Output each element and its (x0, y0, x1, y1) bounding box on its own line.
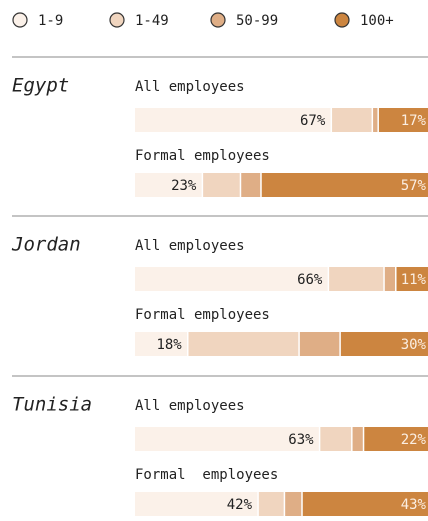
bar-segment (395, 267, 428, 291)
bar-segment (299, 332, 341, 356)
bar-segment (319, 427, 352, 451)
value-label: 22% (401, 432, 427, 448)
bar-segment (135, 427, 320, 451)
value-label: 43% (401, 497, 427, 513)
bar-segment (384, 267, 396, 291)
bar-segment (258, 492, 285, 516)
row-label: All employees (135, 79, 245, 95)
bar-segment (302, 492, 428, 516)
bar-segment (351, 427, 364, 451)
bar-segment (378, 108, 428, 132)
legend-label: 1-9 (38, 13, 63, 29)
value-label: 66% (297, 272, 323, 288)
legend-label: 100+ (360, 13, 394, 29)
bar-segment (135, 332, 188, 356)
row-label: All employees (135, 238, 245, 254)
bar-segment (372, 108, 379, 132)
legend-swatch (334, 12, 350, 28)
legend-swatch (210, 12, 226, 28)
row-label: Formal employees (135, 467, 278, 483)
bar-segment (240, 173, 261, 197)
legend-label: 50-99 (236, 13, 278, 29)
bar-segment (135, 267, 329, 291)
panel-title: Jordan (11, 234, 81, 256)
value-label: 42% (227, 497, 253, 513)
value-label: 23% (171, 178, 197, 194)
legend-label: 1-49 (135, 13, 169, 29)
bar-segment (260, 173, 428, 197)
legend-swatch (109, 12, 125, 28)
value-label: 11% (401, 272, 427, 288)
bar-segment (328, 267, 385, 291)
value-label: 30% (401, 337, 427, 353)
value-label: 17% (401, 113, 427, 129)
bar-segment (187, 332, 300, 356)
value-label: 63% (288, 432, 314, 448)
bar-segment (331, 108, 373, 132)
panel-title: Tunisia (12, 394, 92, 416)
bar-segment (135, 108, 332, 132)
bar-segment (135, 173, 203, 197)
bar-segment (284, 492, 303, 516)
row-label: Formal employees (135, 148, 270, 164)
bar-segment (363, 427, 428, 451)
row-label: Formal employees (135, 307, 270, 323)
row-label: All employees (135, 398, 245, 414)
legend-swatch (12, 12, 28, 28)
value-label: 18% (156, 337, 182, 353)
bar-segment (340, 332, 428, 356)
panel-title: Egypt (12, 75, 69, 97)
bar-segment (135, 492, 259, 516)
bar-segment (202, 173, 241, 197)
value-label: 57% (401, 178, 427, 194)
value-label: 67% (300, 113, 326, 129)
